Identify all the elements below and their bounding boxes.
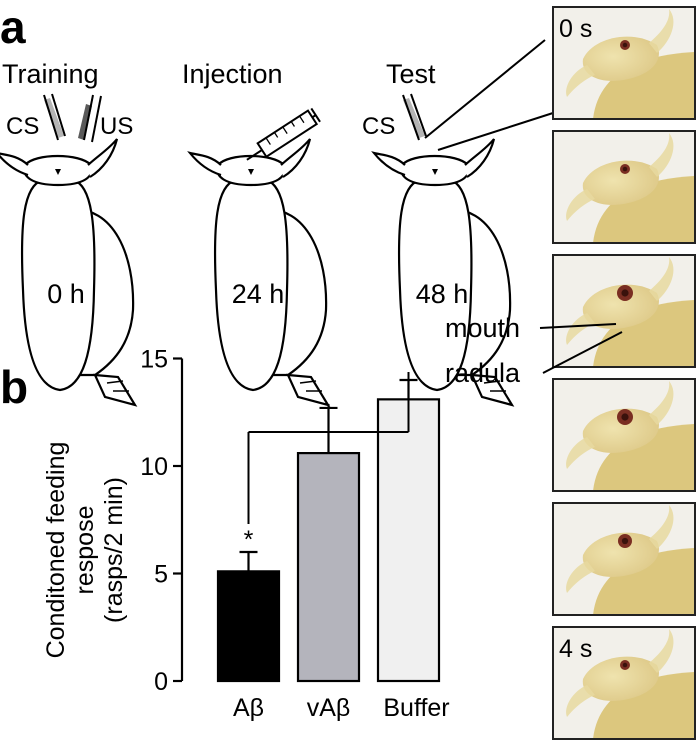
x-tick-label-1: Aβ [233, 694, 264, 722]
y-ticks: 0 5 10 15 [140, 346, 182, 696]
stage-label-training: Training [2, 59, 99, 89]
snail-injection-icon [188, 137, 330, 407]
mouth-label: mouth [445, 313, 520, 343]
cs-label-training: CS [6, 113, 39, 140]
panel-a-letter: a [0, 1, 26, 53]
photo-strip: 0 s 4 s [552, 6, 696, 740]
frame-time-label: 4 s [559, 635, 592, 663]
snail-photo [566, 381, 694, 490]
photo-frame-2 [552, 130, 696, 244]
x-tick-label-2: vAβ [307, 694, 351, 722]
stage-label-test: Test [386, 59, 436, 89]
y-axis-title-line-2: respose [71, 506, 99, 595]
photo-frame-3 [552, 254, 696, 368]
y-axis-title-line-3: (rasps/2 min) [100, 477, 128, 623]
snail-photo [566, 257, 694, 366]
time-label-injection: 24 h [232, 279, 285, 309]
photo-annotations: mouth radula [445, 313, 623, 388]
significance-bracket: * [244, 372, 410, 554]
bar-chart: Conditoned feeding respose (rasps/2 min)… [42, 346, 450, 723]
photo-frame-1: 0 s [552, 6, 696, 120]
x-tick-labels: Aβ vAβ Buffer [233, 694, 450, 722]
y-tick-label: 5 [154, 561, 168, 589]
us-electrode-icon [78, 94, 102, 143]
bar-1 [216, 570, 281, 683]
us-label-training: US [100, 113, 133, 140]
cs-label-test: CS [362, 113, 395, 140]
bar-3 [376, 398, 441, 683]
radula-pointer [542, 331, 623, 374]
panel-b-letter: b [0, 361, 28, 413]
mouth-pointer [539, 323, 617, 329]
test-stage: Test CS 48 h [362, 39, 554, 407]
y-tick-label: 15 [140, 346, 168, 374]
y-tick-label: 0 [154, 668, 168, 696]
bars [216, 398, 441, 683]
syringe-icon [246, 107, 321, 161]
zoom-line-top [424, 39, 546, 139]
cs-electrode-icon [43, 93, 66, 141]
stage-label-injection: Injection [182, 59, 283, 89]
training-stage: Training CS US 0 h [0, 59, 137, 407]
cs-electrode-test-icon [402, 93, 427, 141]
bar-2 [296, 452, 361, 683]
snail-photo [566, 629, 694, 738]
time-label-training: 0 h [47, 279, 85, 309]
significance-star: * [244, 526, 254, 554]
photo-frame-4 [552, 378, 696, 492]
snail-photo [566, 133, 694, 242]
photo-frame-6: 4 s [552, 626, 696, 740]
zoom-line-bottom [437, 112, 554, 151]
injection-stage: Injection 24 h [182, 59, 330, 407]
snail-photo [566, 9, 694, 118]
y-tick-label: 10 [140, 453, 168, 481]
time-label-test: 48 h [416, 279, 469, 309]
frame-time-label: 0 s [559, 15, 592, 43]
radula-label: radula [445, 358, 521, 388]
x-tick-label-3: Buffer [383, 694, 449, 722]
snail-photo [566, 505, 694, 614]
photo-frame-5 [552, 502, 696, 616]
y-axis-title-line-1: Conditoned feeding [42, 442, 70, 659]
